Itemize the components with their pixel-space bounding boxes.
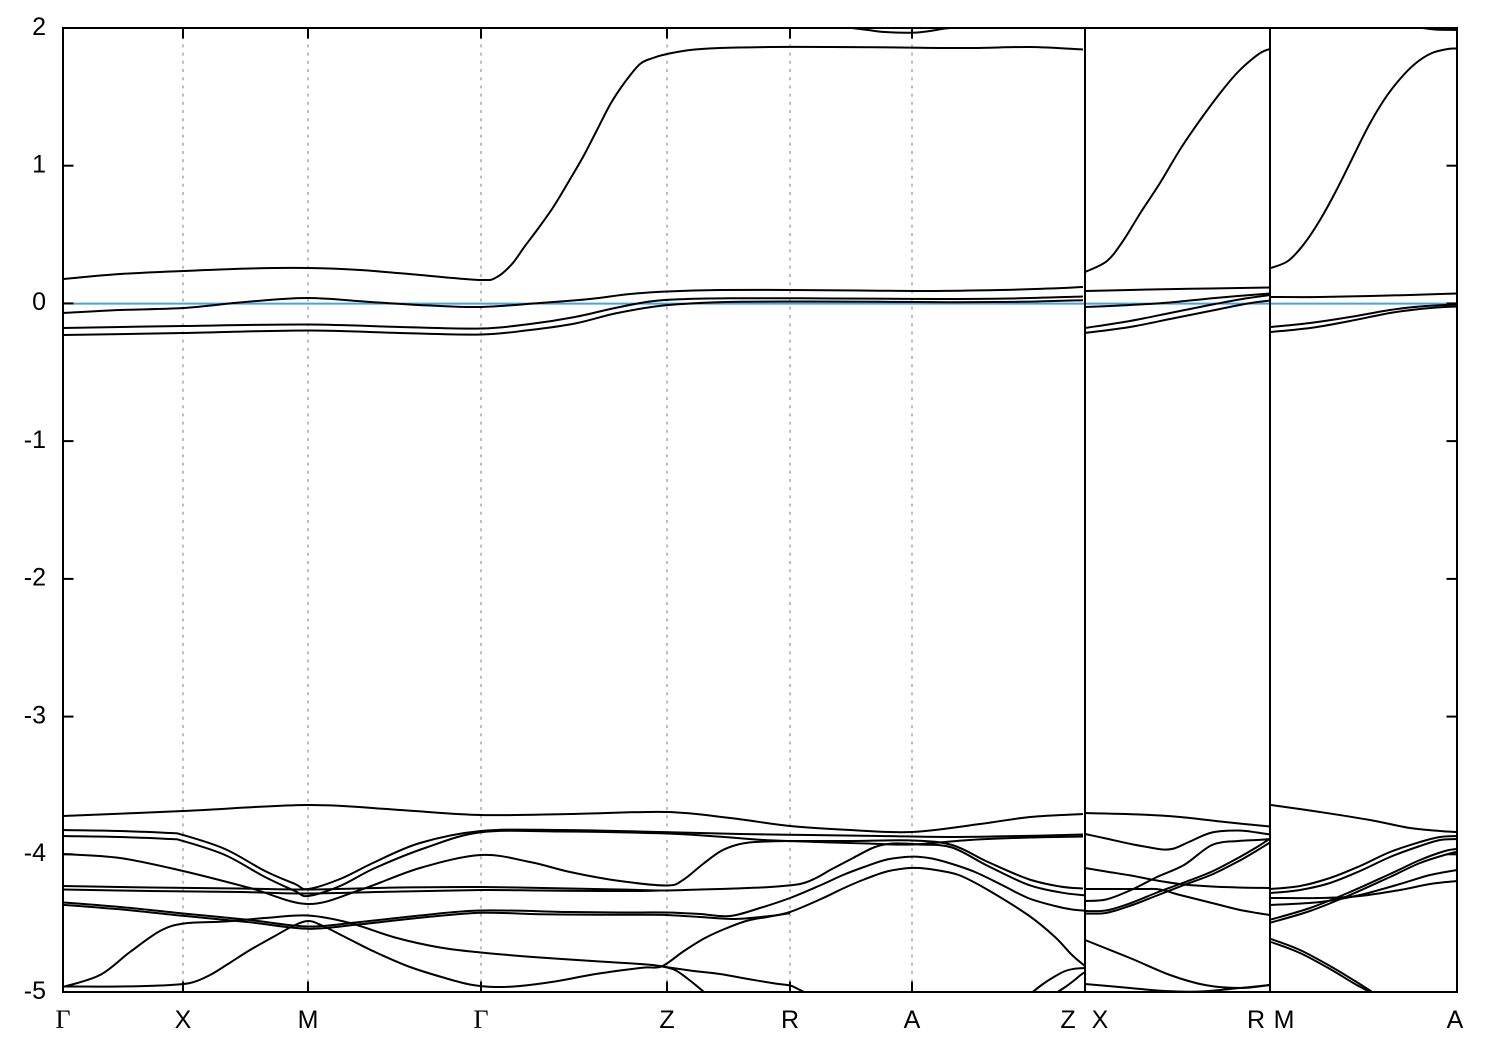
svg-text:X: X: [1092, 1006, 1109, 1034]
svg-text:M: M: [298, 1006, 319, 1034]
svg-text:-4: -4: [24, 839, 46, 867]
svg-text:Γ: Γ: [55, 1005, 70, 1034]
svg-text:X: X: [175, 1006, 192, 1034]
svg-text:1: 1: [32, 151, 46, 179]
svg-text:-5: -5: [24, 977, 46, 1005]
svg-text:M: M: [1274, 1006, 1295, 1034]
svg-text:Z: Z: [659, 1006, 674, 1034]
svg-text:Γ: Γ: [473, 1005, 488, 1034]
svg-text:-3: -3: [24, 701, 46, 729]
svg-text:-2: -2: [24, 564, 46, 592]
svg-text:R: R: [1247, 1006, 1265, 1034]
svg-text:0: 0: [32, 288, 46, 316]
svg-text:A: A: [1447, 1006, 1464, 1034]
svg-text:2: 2: [32, 13, 46, 41]
svg-text:R: R: [781, 1006, 799, 1034]
svg-text:A: A: [904, 1006, 921, 1034]
svg-text:-1: -1: [24, 426, 46, 454]
svg-text:Z: Z: [1060, 1006, 1075, 1034]
